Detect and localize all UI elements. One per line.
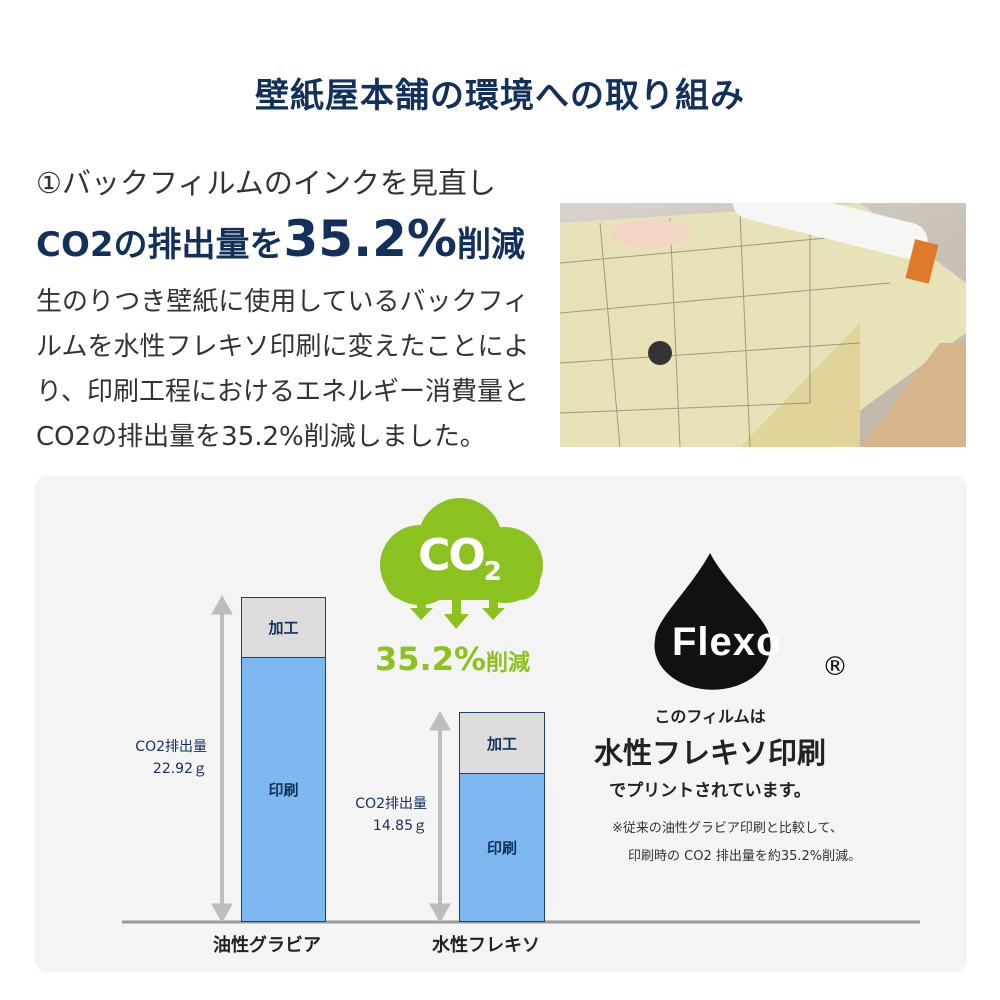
- drop-icon: [654, 553, 771, 690]
- total-label-text: CO2排出量: [135, 739, 207, 755]
- segment-print: 印刷: [460, 774, 544, 921]
- registered-mark: ®: [822, 652, 848, 682]
- reduction-label: 35.2%削減: [375, 640, 530, 678]
- note-2: 印刷時の CO2 排出量を約35.2%削減。: [628, 849, 862, 864]
- flexo-logo-text: Flexo: [672, 620, 782, 664]
- total-label-1: CO2排出量 22.92ｇ: [100, 736, 207, 780]
- category-water-flexo: 水性フレキソ: [432, 935, 540, 956]
- total-value: 22.92ｇ: [152, 761, 207, 777]
- headline: CO2の排出量を35.2%削減: [36, 210, 525, 268]
- caption-2: 水性フレキソ印刷: [593, 736, 826, 770]
- page-title: 壁紙屋本舗の環境への取り組み: [255, 76, 745, 116]
- headline-prefix: CO2の排出量を: [36, 225, 284, 265]
- headline-suffix: 削減: [456, 225, 525, 265]
- bar-oil-gravure: 加工 印刷: [241, 597, 326, 922]
- reduction-suffix: 削減: [486, 651, 531, 676]
- note-1: ※従来の油性グラビア印刷と比較して、: [612, 821, 843, 836]
- total-label-2: CO2排出量 14.85ｇ: [320, 793, 427, 837]
- total-arrow-2: [429, 710, 451, 924]
- total-label-text: CO2排出量: [355, 796, 427, 812]
- cloud-icon: [380, 498, 543, 629]
- cloud-text: CO: [418, 530, 486, 581]
- segment-process: 加工: [460, 713, 544, 774]
- category-oil-gravure: 油性グラビア: [213, 935, 321, 956]
- headline-value: 35.2%: [283, 210, 457, 268]
- cloud-sub: 2: [483, 556, 502, 587]
- bar-water-flexo: 加工 印刷: [459, 712, 545, 922]
- subheading: ①バックフィルムのインクを見直し: [36, 166, 496, 200]
- cloud-label: CO2: [380, 530, 540, 587]
- total-value: 14.85ｇ: [372, 818, 427, 834]
- total-arrow-1: [211, 594, 233, 924]
- caption-1: このフィルムは: [654, 707, 766, 726]
- caption-3: でプリントされています。: [609, 781, 811, 801]
- reduction-value: 35.2%: [375, 640, 487, 678]
- segment-process: 加工: [242, 598, 325, 658]
- segment-print: 印刷: [242, 658, 325, 921]
- body-text: 生のりつき壁紙に使用しているバックフィルムを水性フレキソ印刷に変えたことにより、…: [36, 287, 530, 452]
- wallpaper-roll-photo: [560, 203, 966, 447]
